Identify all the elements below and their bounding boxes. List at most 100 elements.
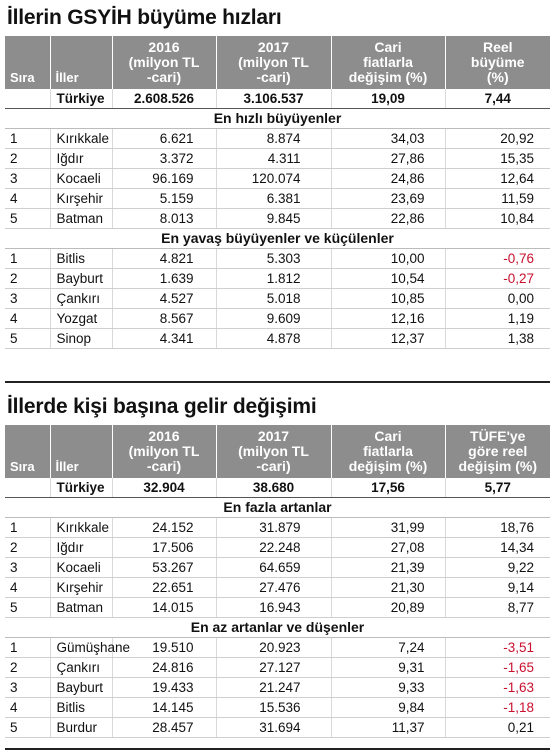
header-line: göre reel	[468, 443, 528, 459]
gdp-growth-section: İllerin GSYİH büyüme hızları Sıra İller …	[5, 0, 550, 349]
value-2016-cell: 24.152	[112, 517, 217, 538]
rank-cell: 2	[5, 268, 51, 289]
value-2016-cell: 8.013	[112, 208, 217, 229]
province-cell: Bitlis	[50, 697, 113, 718]
header-line: (milyon TL	[238, 54, 309, 70]
province-cell: Burdur	[50, 717, 113, 738]
value-2017-cell: 38.680	[216, 478, 332, 498]
header-line: (milyon TL	[128, 54, 200, 70]
value-2017-cell: 16.943	[216, 597, 332, 618]
value-2017-cell: 21.247	[216, 677, 332, 698]
province-cell: Kırıkkale	[50, 517, 113, 538]
province-cell: Bitlis	[50, 248, 113, 269]
value-2016-cell: 6.621	[112, 128, 217, 149]
real-change-cell: 5,77	[445, 478, 550, 498]
nominal-change-cell: 24,86	[331, 168, 446, 189]
group-heading-row: En az artanlar ve düşenler	[5, 617, 550, 638]
table-row: 5 Batman 14.015 16.943 20,89 8,77	[5, 597, 550, 618]
province-cell: Çankırı	[50, 288, 113, 309]
value-2016-cell: 19.433	[112, 677, 217, 698]
nominal-change-cell: 23,69	[331, 188, 446, 209]
group-heading: En fazla artanlar	[5, 497, 550, 518]
header-line: Reel	[482, 39, 513, 55]
table-row: 4 Kırşehir 5.159 6.381 23,69 11,59	[5, 188, 550, 209]
header-line: -cari)	[256, 69, 291, 85]
nominal-change-cell: 10,54	[331, 268, 446, 289]
table-row: 3 Çankırı 4.527 5.018 10,85 0,00	[5, 288, 550, 309]
value-2016-cell: 24.816	[112, 657, 217, 678]
value-2017-cell: 31.694	[216, 717, 332, 738]
value-2016-cell: 4.341	[112, 328, 217, 349]
header-line: Cari	[374, 428, 402, 444]
value-2016-cell: 5.159	[112, 188, 217, 209]
value-2016-cell: 17.506	[112, 537, 217, 558]
table-row: 5 Sinop 4.341 4.878 12,37 1,38	[5, 328, 550, 349]
nominal-change-cell: 27,08	[331, 537, 446, 558]
nominal-change-cell: 17,56	[331, 478, 446, 498]
table-row: 2 Çankırı 24.816 27.127 9,31 -1,65	[5, 657, 550, 678]
real-change-cell: 10,84	[445, 208, 550, 229]
rank-cell: 4	[5, 308, 51, 329]
province-cell: Batman	[50, 597, 113, 618]
province-cell: Bayburt	[50, 268, 113, 289]
header-province: İller	[50, 36, 113, 89]
rank-cell: 3	[5, 168, 51, 189]
real-change-cell: 14,34	[445, 537, 550, 558]
province-cell: Batman	[50, 208, 113, 229]
nominal-change-cell: 27,86	[331, 148, 446, 169]
value-2016-cell: 4.527	[112, 288, 217, 309]
value-2017-cell: 8.874	[216, 128, 332, 149]
table-row: 3 Bayburt 19.433 21.247 9,33 -1,63	[5, 677, 550, 698]
header-line: TÜFE'ye	[470, 428, 526, 444]
bottom-rule	[5, 748, 550, 750]
table-row: 1 Gümüşhane 19.510 20.923 7,24 -3,51	[5, 637, 550, 658]
rank-cell: 5	[5, 597, 51, 618]
province-cell: Kocaeli	[50, 557, 113, 578]
real-change-cell: 9,22	[445, 557, 550, 578]
value-2017-cell: 120.074	[216, 168, 332, 189]
value-2017-cell: 4.311	[216, 148, 332, 169]
header-line: Cari	[374, 39, 402, 55]
table-row: 4 Yozgat 8.567 9.609 12,16 1,19	[5, 308, 550, 329]
real-change-cell: 1,19	[445, 308, 550, 329]
nominal-change-cell: 21,30	[331, 577, 446, 598]
value-2017-cell: 27.127	[216, 657, 332, 678]
real-change-cell: -1,65	[445, 657, 550, 678]
table-header: Sıra İller 2016 (milyon TL -cari) 2017 (…	[5, 36, 550, 89]
rank-cell: 1	[5, 637, 51, 658]
rank-cell: 4	[5, 577, 51, 598]
table-row: 3 Kocaeli 96.169 120.074 24,86 12,64	[5, 168, 550, 189]
nominal-change-cell: 12,37	[331, 328, 446, 349]
province-cell: Yozgat	[50, 308, 113, 329]
nominal-change-cell: 7,24	[331, 637, 446, 658]
rank-cell: 4	[5, 697, 51, 718]
nominal-change-cell: 12,16	[331, 308, 446, 329]
table-row: 5 Burdur 28.457 31.694 11,37 0,21	[5, 717, 550, 738]
real-change-cell: -3,51	[445, 637, 550, 658]
table-header: Sıra İller 2016 (milyon TL -cari) 2017 (…	[5, 425, 550, 478]
rank-cell: 3	[5, 288, 51, 309]
value-2016-cell: 3.372	[112, 148, 217, 169]
header-rank: Sıra	[5, 425, 51, 478]
header-nominal-change: Cari fiatlarla değişim (%)	[331, 36, 446, 89]
rank-cell: 5	[5, 717, 51, 738]
value-2017-cell: 22.248	[216, 537, 332, 558]
nominal-change-cell: 31,99	[331, 517, 446, 538]
value-2016-cell: 8.567	[112, 308, 217, 329]
real-change-cell: 1,38	[445, 328, 550, 349]
value-2016-cell: 19.510	[112, 637, 217, 658]
nominal-change-cell: 9,33	[331, 677, 446, 698]
value-2017-cell: 64.659	[216, 557, 332, 578]
value-2016-cell: 4.821	[112, 248, 217, 269]
table-body: Türkiye 2.608.526 3.106.537 19,09 7,44 En hız…	[5, 89, 550, 349]
nominal-change-cell: 22,86	[331, 208, 446, 229]
rank-cell: 4	[5, 188, 51, 209]
real-change-cell: 0,00	[445, 288, 550, 309]
province-cell: Türkiye	[50, 89, 113, 109]
real-change-cell: -0,27	[445, 268, 550, 289]
value-2017-cell: 20.923	[216, 637, 332, 658]
nominal-change-cell: 21,39	[331, 557, 446, 578]
header-line: (milyon TL	[128, 443, 200, 459]
province-cell: Iğdır	[50, 537, 113, 558]
header-line: (%)	[486, 69, 509, 85]
